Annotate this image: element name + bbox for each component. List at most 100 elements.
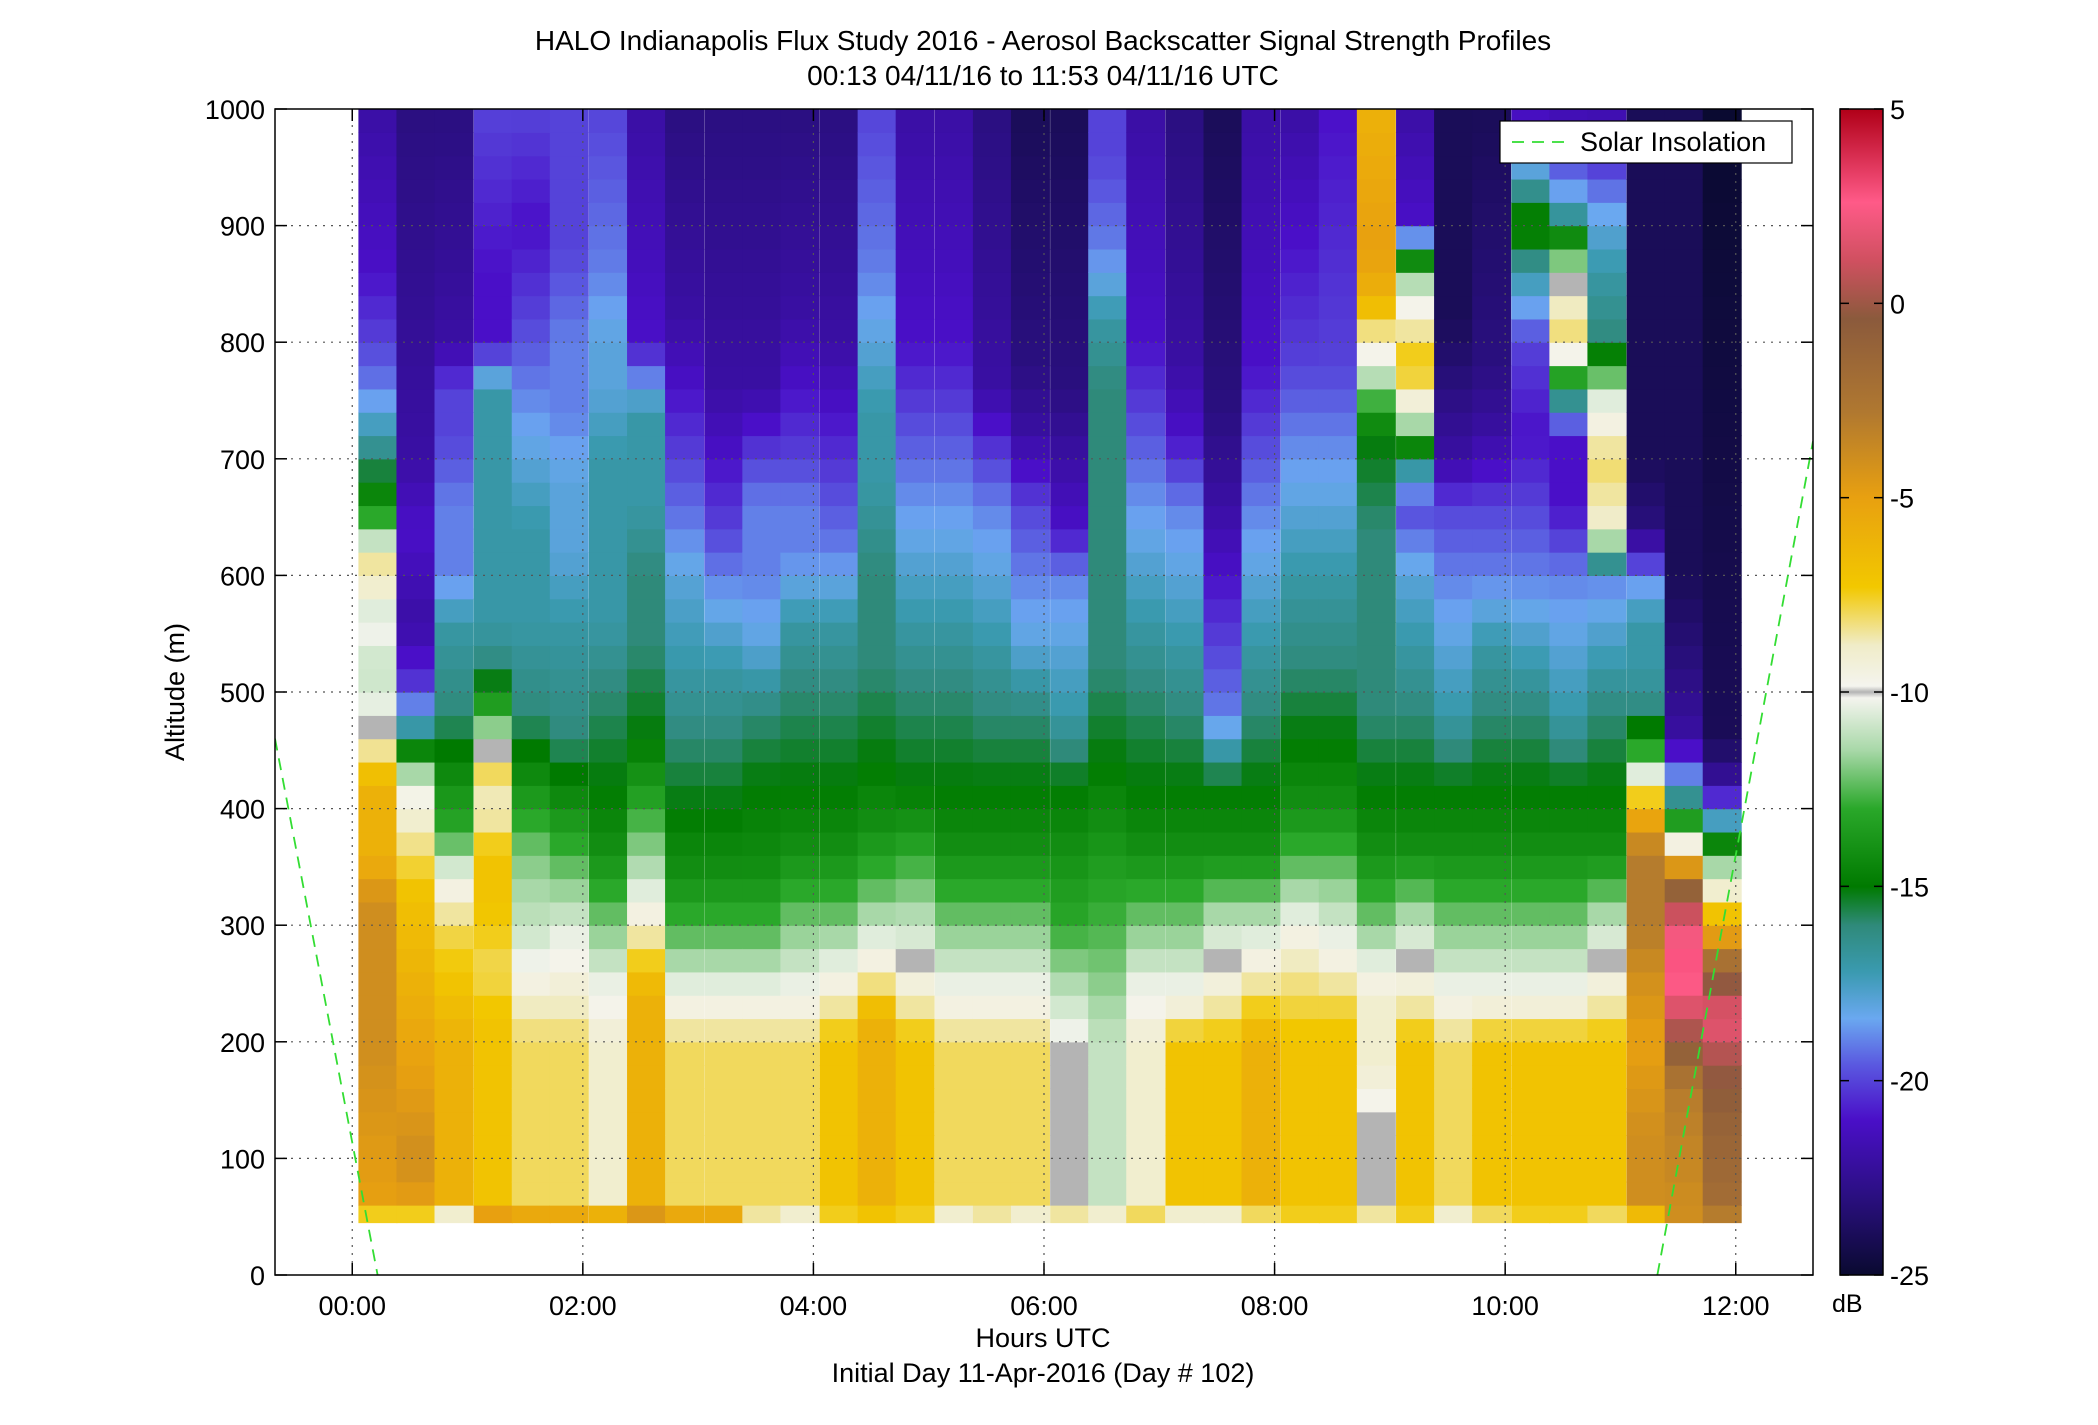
heatmap-cell [1356,598,1396,623]
heatmap-cell [895,365,935,390]
heatmap-cell [434,575,474,600]
heatmap-cell [1050,458,1090,483]
heatmap-cell [1472,528,1512,553]
heatmap-cell [1549,225,1589,250]
heatmap-cell [1050,505,1090,530]
heatmap-cell [511,925,551,950]
heatmap-cell [1318,995,1358,1020]
heatmap-cell [1511,878,1551,903]
heatmap-cell [895,925,935,950]
heatmap-cell [1396,272,1436,297]
heatmap-cell [972,342,1012,367]
heatmap-cell [665,505,705,530]
x-tick-label: 08:00 [1241,1291,1309,1321]
heatmap-cell [358,971,398,996]
heatmap-cell [1241,272,1281,297]
heatmap-cell [934,692,974,716]
heatmap-cell [1511,948,1551,973]
heatmap-cell [1396,1181,1436,1206]
heatmap-cell [704,738,744,763]
heatmap-cell [1010,1065,1050,1090]
heatmap-cell [819,528,859,553]
heatmap-cell [396,412,436,437]
heatmap-cell [1396,1158,1436,1183]
heatmap-cell [1626,995,1666,1020]
heatmap-cell [742,552,782,576]
heatmap-cell [742,1088,782,1113]
heatmap-cell [473,971,513,996]
heatmap-cell [819,552,859,576]
heatmap-cell [549,505,589,530]
heatmap-cell [511,248,551,273]
heatmap-cell [1010,971,1050,996]
heatmap-cell [665,155,705,180]
heatmap-cell [627,248,667,273]
heatmap-cell [972,1018,1012,1043]
heatmap-cell [358,1041,398,1066]
heatmap-cell [1511,202,1551,227]
heatmap-cell [1626,318,1666,343]
heatmap-cell [934,1111,974,1136]
heatmap-cell [665,598,705,623]
heatmap-cell [1626,1135,1666,1159]
heatmap-cell [473,761,513,786]
heatmap-cell [972,295,1012,320]
heatmap-cell [704,155,744,180]
heatmap-cell [1203,971,1243,996]
heatmap-cell [934,482,974,507]
heatmap-cell [1472,575,1512,600]
heatmap-cell [434,225,474,250]
heatmap-cell [1050,971,1090,996]
heatmap-cell [589,552,628,576]
heatmap-cell [1434,1205,1474,1224]
heatmap-cell [1088,482,1128,507]
heatmap-cell [819,738,859,763]
heatmap-cell [1626,622,1666,646]
x-axis-label: Hours UTC [975,1323,1110,1353]
heatmap-cell [704,1158,744,1183]
heatmap-cell [396,1158,436,1183]
heatmap-cell [1280,901,1320,926]
heatmap-cell [434,1135,474,1159]
heatmap-cell [1587,1065,1627,1090]
heatmap-cell [589,342,628,367]
heatmap-cell [1664,622,1704,646]
heatmap-cell [1010,668,1050,693]
heatmap-cell [1203,412,1243,437]
heatmap-cell [857,505,897,530]
heatmap-cell [511,808,551,833]
heatmap-cell [665,831,705,856]
heatmap-cell [1126,1158,1166,1183]
heatmap-cell [1549,855,1589,880]
heatmap-cell [1664,761,1704,786]
heatmap-cell [1280,1158,1320,1183]
heatmap-cell [895,435,935,460]
heatmap-cell [549,738,589,763]
heatmap-cell [1088,435,1128,460]
heatmap-cell [511,1041,551,1066]
heatmap-cell [1664,505,1704,530]
heatmap-cell [1318,575,1358,600]
heatmap-cell [1318,342,1358,367]
heatmap-cell [1165,132,1205,157]
heatmap-cell [972,552,1012,576]
heatmap-cell [665,785,705,810]
heatmap-cell [1472,505,1512,530]
heatmap-cell [473,948,513,973]
heatmap-cell [473,155,513,180]
heatmap-cell [549,668,589,693]
heatmap-cell [742,248,782,273]
heatmap-cell [780,948,820,973]
heatmap-cell [1356,761,1396,786]
heatmap-cell [1203,808,1243,833]
heatmap-cell [1280,482,1320,507]
heatmap-cell [934,155,974,180]
heatmap-cell [1626,225,1666,250]
heatmap-cell [434,1181,474,1206]
heatmap-cell [895,715,935,740]
heatmap-cell [742,1205,782,1224]
heatmap-cell [1664,1111,1704,1136]
heatmap-cell [1664,178,1704,203]
heatmap-cell [1472,458,1512,483]
